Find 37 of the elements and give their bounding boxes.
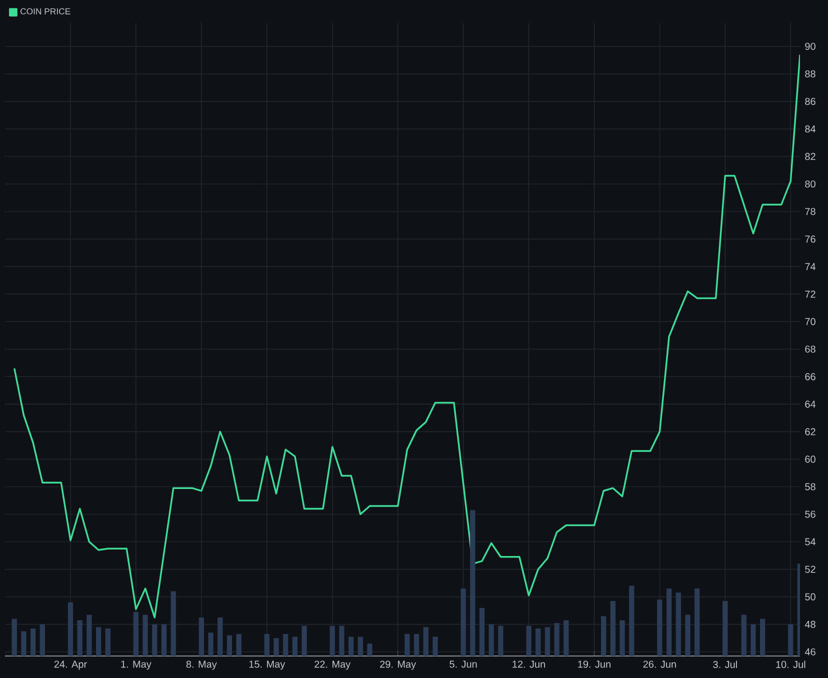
y-tick-label: 86 <box>805 98 816 105</box>
y-tick-label: 90 <box>805 42 816 50</box>
y-tick-label: 76 <box>805 235 816 243</box>
x-tick-label: 24. Apr <box>54 660 87 670</box>
x-tick-label: 1. May <box>121 660 152 670</box>
line-series <box>13 54 800 618</box>
x-tick-label: 26. Jun <box>643 660 676 668</box>
y-tick-label: 88 <box>805 70 816 78</box>
y-tick-label: 48 <box>804 620 816 628</box>
x-tick-label: 10. Jul <box>776 660 806 668</box>
y-tick-label: 72 <box>805 290 816 298</box>
y-tick-label: 62 <box>805 428 816 436</box>
y-tick-label: 70 <box>805 318 816 326</box>
y-tick-label: 50 <box>805 593 816 600</box>
y-tick-label: 78 <box>805 208 816 216</box>
y-tick-label: 84 <box>805 125 816 132</box>
y-tick-label: 64 <box>805 400 816 408</box>
legend-label: COIN PRICE <box>20 8 70 14</box>
x-tick-label: 8. May <box>186 660 217 670</box>
x-tick-label: 3. Jul <box>713 660 737 668</box>
x-tick-label: 19. Jun <box>578 660 610 668</box>
y-tick-label: 68 <box>805 346 816 353</box>
y-tick-label: 82 <box>805 152 816 160</box>
y-tick-label: 52 <box>805 566 816 573</box>
y-tick-label: 58 <box>805 483 816 490</box>
y-tick-label: 46 <box>804 648 816 656</box>
x-tick-label: 12. Jun <box>512 660 545 668</box>
y-tick-label: 60 <box>805 456 816 463</box>
y-tick-label: 74 <box>805 263 816 270</box>
x-tick-label: 29. May <box>380 660 416 670</box>
y-tick-label: 54 <box>805 538 816 546</box>
x-tick-label: 22. May <box>314 660 351 670</box>
y-tick-label: 66 <box>805 373 816 380</box>
x-tick-label: 15. May <box>249 660 286 670</box>
y-tick-label: 56 <box>805 510 816 518</box>
x-tick-label: 5. Jun <box>450 660 477 668</box>
y-tick-label: 80 <box>805 180 816 188</box>
